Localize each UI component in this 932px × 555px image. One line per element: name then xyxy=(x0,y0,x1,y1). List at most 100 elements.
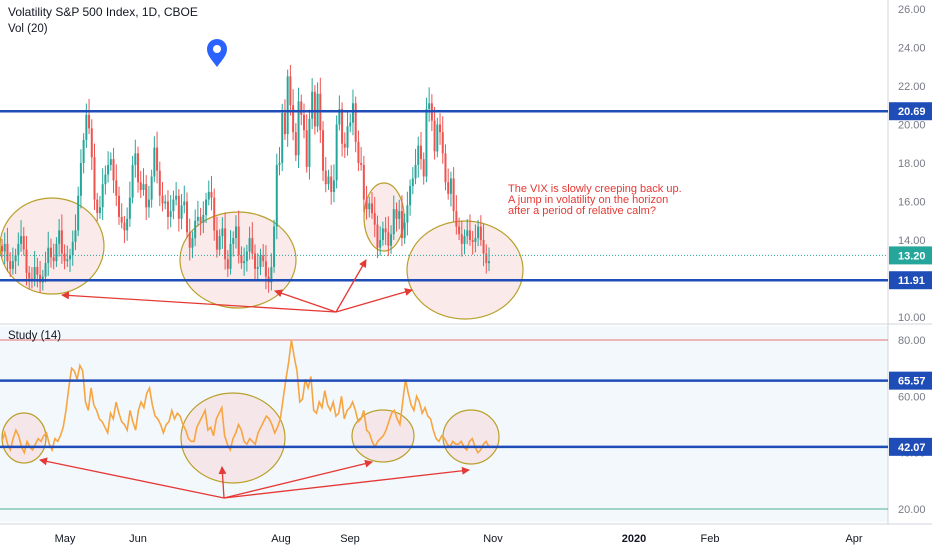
candle-body xyxy=(3,243,6,252)
volume-indicator-label[interactable]: Vol (20) xyxy=(8,23,48,35)
candle-body xyxy=(243,261,246,264)
candle-body xyxy=(275,164,278,227)
annotation-arrow[interactable] xyxy=(61,291,337,313)
candle-body xyxy=(120,216,123,223)
candle-body xyxy=(368,203,371,210)
time-axis-tick: May xyxy=(55,533,76,545)
study-upper-level-label-box xyxy=(889,371,932,390)
candle-body xyxy=(115,180,118,196)
price-axis-tick: 24.00 xyxy=(898,43,926,55)
candle-body xyxy=(357,141,360,163)
candle-body xyxy=(463,236,466,244)
candle-body xyxy=(466,230,469,237)
candle-body xyxy=(22,236,25,250)
candle-body xyxy=(327,176,330,185)
study-pane-background xyxy=(0,326,888,522)
candle-body xyxy=(414,164,417,179)
candle-body xyxy=(400,211,403,239)
pin-hole xyxy=(213,45,221,53)
price-axis-tick: 26.00 xyxy=(898,4,926,16)
candle-body xyxy=(147,199,150,208)
candle-body xyxy=(202,214,205,223)
candle-body xyxy=(390,234,393,246)
candle-body xyxy=(196,216,199,221)
candle-body xyxy=(44,263,47,277)
candle-body xyxy=(172,199,175,212)
candle-body xyxy=(191,238,194,248)
annotation-text-line[interactable]: The VIX is slowly creeping back up. xyxy=(508,183,682,195)
candle-body xyxy=(398,211,401,219)
candle-body xyxy=(213,197,216,231)
annotation-arrow[interactable] xyxy=(335,288,413,313)
candle-body xyxy=(166,201,169,217)
candle-body xyxy=(436,124,439,152)
candle-body xyxy=(471,240,474,242)
candle-body xyxy=(474,238,477,242)
annotation-text-line[interactable]: after a period of relative calm? xyxy=(508,205,656,217)
annotation-arrow[interactable] xyxy=(223,459,373,499)
study-upper-level-label: 65.57 xyxy=(898,376,926,388)
candle-body xyxy=(207,191,210,200)
candle-body xyxy=(417,145,420,165)
annotation-arrow[interactable] xyxy=(335,259,367,313)
candle-body xyxy=(39,274,42,283)
candle-body xyxy=(245,251,248,262)
candle-body xyxy=(458,226,461,235)
candle-body xyxy=(28,272,31,279)
candle-body xyxy=(270,266,273,283)
annotation-text-line[interactable]: A jump in volatility on the horizon xyxy=(508,194,668,206)
candle-body xyxy=(128,197,131,219)
candle-body xyxy=(117,195,120,217)
candle-body xyxy=(324,170,327,185)
highlight-ellipse xyxy=(406,220,524,320)
study-axis-tick: 60.00 xyxy=(898,391,926,403)
candle-body xyxy=(161,195,164,204)
candle-body xyxy=(488,261,490,264)
candle-body xyxy=(14,255,17,262)
candle-body xyxy=(85,114,88,140)
annotation-arrow[interactable] xyxy=(218,466,227,499)
candle-body xyxy=(262,255,265,262)
time-axis-tick: 2020 xyxy=(622,533,646,545)
candle-body xyxy=(218,236,221,250)
candle-body xyxy=(411,178,414,187)
location-pin-icon[interactable] xyxy=(207,39,227,67)
candle-body xyxy=(69,255,72,260)
annotation-arrow[interactable] xyxy=(223,466,470,499)
support-price-label-box xyxy=(889,271,932,290)
candle-body xyxy=(392,209,395,235)
candle-body xyxy=(158,170,161,196)
resistance-price-label-box xyxy=(889,102,932,121)
candle-body xyxy=(234,226,237,239)
study-indicator-label[interactable]: Study (14) xyxy=(8,330,62,342)
candle-body xyxy=(240,255,243,264)
candle-body xyxy=(33,266,36,281)
candle-body xyxy=(186,201,189,233)
candle-body xyxy=(205,199,208,215)
candles-group xyxy=(1,65,490,293)
time-axis-tick: Aug xyxy=(271,533,291,545)
candle-body xyxy=(169,211,172,217)
candle-body xyxy=(90,128,93,158)
time-axis-tick: Jun xyxy=(129,533,147,545)
candle-body xyxy=(17,243,20,256)
highlight-ellipse xyxy=(1,412,47,464)
candle-body xyxy=(343,143,346,148)
candle-body xyxy=(88,114,91,129)
highlight-ellipse xyxy=(363,182,405,252)
annotation-arrow[interactable] xyxy=(39,457,225,499)
candle-body xyxy=(289,76,292,106)
candle-body xyxy=(177,195,180,219)
candle-body xyxy=(341,109,344,144)
candle-body xyxy=(77,195,80,231)
candle-body xyxy=(313,91,316,127)
annotation-arrow[interactable] xyxy=(274,289,337,313)
candle-body xyxy=(183,201,186,206)
support-price-label: 11.91 xyxy=(898,275,925,287)
candle-body xyxy=(332,180,335,192)
candle-body xyxy=(384,228,387,233)
candle-body xyxy=(428,103,431,110)
candle-body xyxy=(354,103,357,142)
